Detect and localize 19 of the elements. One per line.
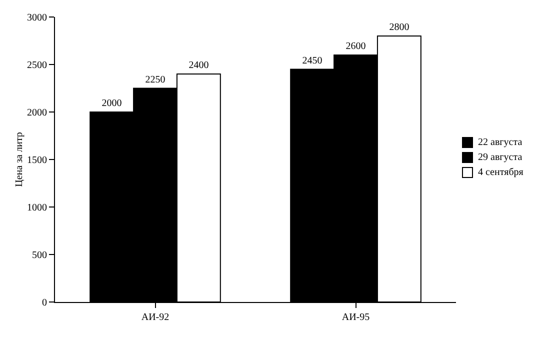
y-tick-label: 3000 — [27, 12, 47, 24]
data-label: 2800 — [389, 22, 410, 33]
y-tick-label: 2000 — [27, 108, 47, 118]
data-label: 2450 — [302, 55, 322, 66]
data-label: 2400 — [188, 60, 209, 71]
x-tick-label: АИ-92 — [141, 312, 170, 323]
legend-label: 29 августа — [478, 152, 522, 163]
data-label: 2250 — [145, 74, 166, 86]
x-tick-label: АИ-95 — [342, 312, 370, 323]
y-tick-label: 500 — [32, 250, 47, 261]
y-axis-title: Цена за литр — [14, 132, 25, 187]
y-tick-label: 2500 — [27, 60, 47, 71]
y-tick-label: 1000 — [27, 202, 47, 214]
y-tick-label: 0 — [42, 298, 47, 308]
legend-label: 22 августа — [478, 137, 522, 148]
y-tick-label: 1500 — [27, 155, 47, 166]
legend-label: 4 сентября — [478, 167, 524, 178]
data-label: 2000 — [102, 98, 122, 109]
data-label: 2600 — [346, 41, 366, 52]
